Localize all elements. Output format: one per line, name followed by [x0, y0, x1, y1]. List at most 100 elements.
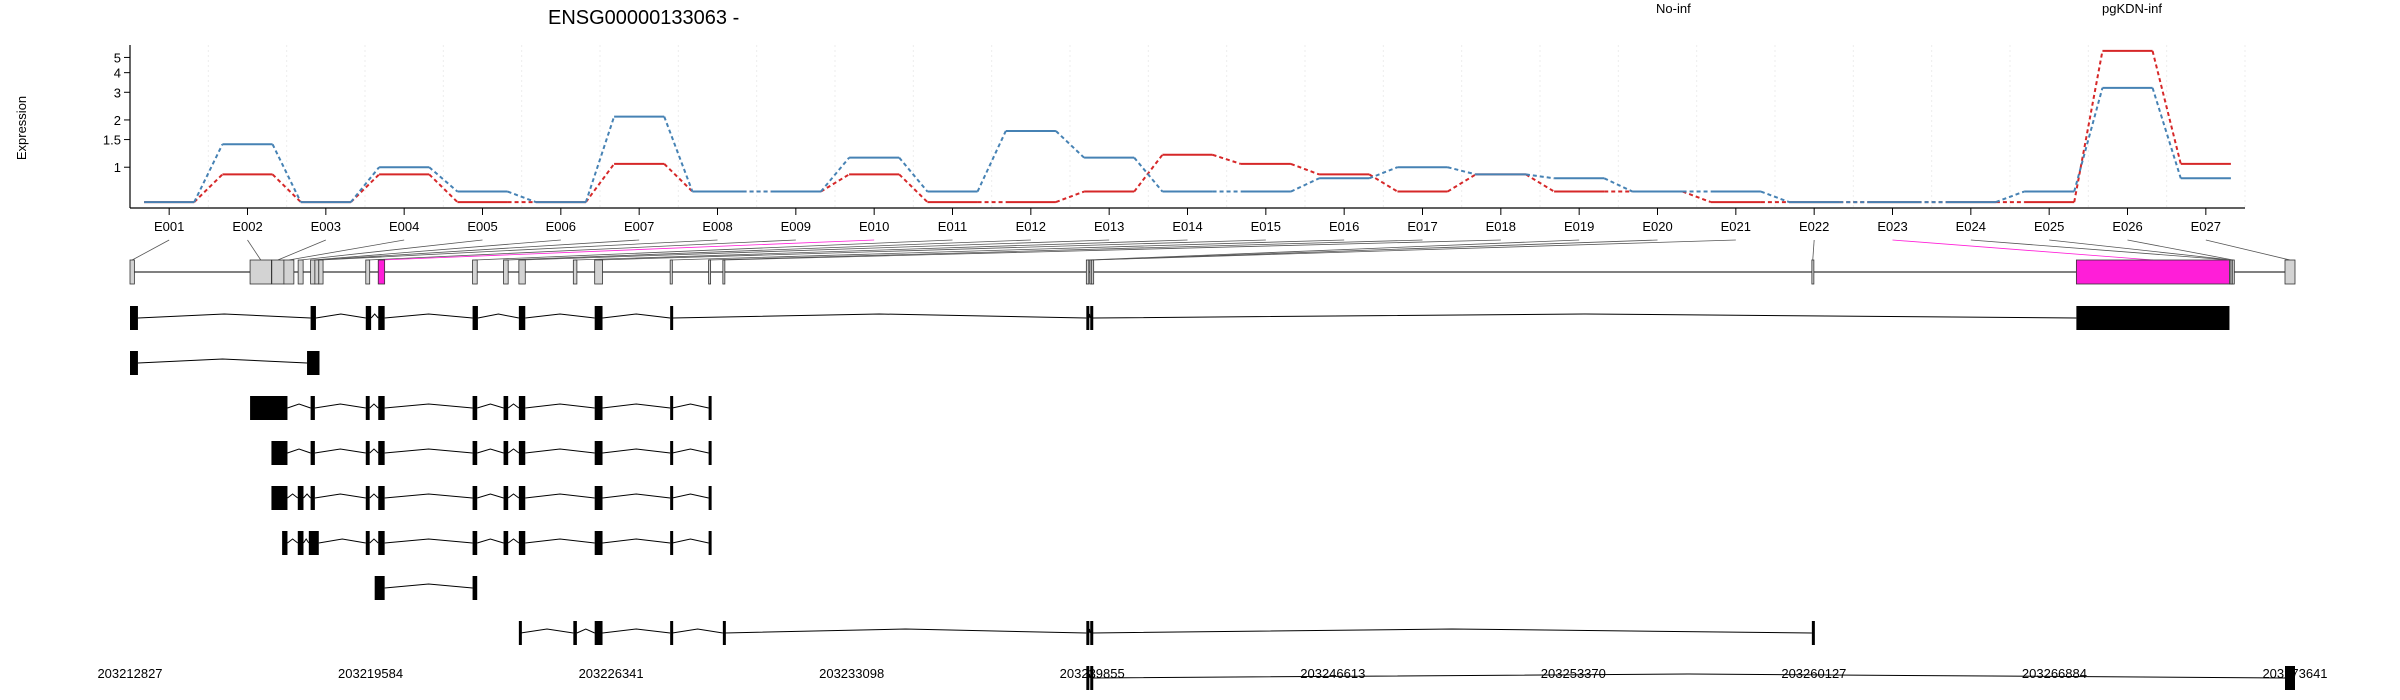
gene-model: [129, 239, 2296, 285]
exon-box: [271, 259, 285, 285]
transcript-exon: [518, 396, 526, 420]
intron-line: [477, 493, 504, 499]
exon-connector: [1970, 239, 2231, 261]
transcript-exon: [503, 486, 509, 510]
transcript-tracks: [130, 306, 2295, 690]
series-connector: [1055, 190, 1085, 204]
transcript-exon: [1090, 621, 1094, 645]
intron-line: [287, 538, 299, 544]
transcript-exon: [378, 396, 385, 420]
series-connector: [271, 173, 302, 203]
intron-line: [314, 448, 366, 454]
transcript-exon: [503, 441, 509, 465]
transcript-exon: [297, 531, 304, 555]
series-connector: [820, 157, 850, 193]
transcript-exon: [2284, 666, 2295, 690]
exon-connector: [1892, 239, 2153, 261]
intron-line: [384, 448, 473, 454]
exon-connector: [247, 239, 262, 261]
series-connector: [1682, 190, 1712, 204]
transcript-exon: [310, 306, 316, 330]
transcript-row: [250, 396, 712, 420]
intron-line: [576, 628, 595, 634]
intron-line: [384, 538, 473, 544]
exon-connector: [2049, 239, 2232, 261]
y-tick-label: 1.5: [103, 133, 121, 148]
x-tick-label: E025: [2034, 219, 2064, 234]
series-connector: [1603, 177, 1633, 193]
transcript-exon: [365, 531, 370, 555]
series-connector: [898, 157, 929, 193]
intron-line: [602, 403, 671, 409]
transcript-exon: [573, 621, 577, 645]
exon-box: [318, 259, 324, 285]
intron-line: [525, 493, 595, 499]
intron-line: [384, 403, 473, 409]
series-connector: [507, 190, 537, 204]
x-tick-label: E021: [1721, 219, 1751, 234]
transcript-exon: [670, 441, 674, 465]
intron-line: [369, 493, 379, 499]
intron-line: [318, 538, 366, 544]
transcript-exon: [594, 441, 603, 465]
exon-box: [2075, 259, 2230, 285]
transcript-exon: [307, 351, 320, 375]
intron-line: [724, 628, 1087, 634]
series-connector: [820, 173, 850, 193]
x-tick-label: E009: [781, 219, 811, 234]
intron-line: [672, 628, 723, 634]
transcript-exon: [518, 486, 526, 510]
intron-line: [525, 448, 595, 454]
x-tick-label: E014: [1172, 219, 1202, 234]
x-tick-label: E013: [1094, 219, 1124, 234]
transcript-exon: [310, 441, 315, 465]
transcript-exon: [503, 396, 509, 420]
intron-line: [1092, 673, 2285, 679]
transcript-exon: [308, 531, 319, 555]
transcript-exon: [365, 396, 370, 420]
series-connector: [1525, 173, 1555, 193]
transcript-exon: [518, 621, 522, 645]
exon-box: [377, 259, 386, 285]
exon-box: [1085, 259, 1090, 285]
series-connector: [1368, 173, 1398, 193]
transcript-exon: [297, 486, 304, 510]
intron-line: [507, 403, 520, 409]
exon-box: [249, 259, 272, 285]
transcript-exon: [670, 486, 674, 510]
transcript-exon: [250, 396, 288, 420]
intron-line: [602, 448, 671, 454]
exon-box: [722, 259, 726, 285]
coordinate-label: 203212827: [97, 666, 162, 681]
y-tick-label: 1: [114, 160, 121, 175]
transcript-row: [271, 486, 712, 510]
intron-line: [525, 403, 595, 409]
transcript-exon: [594, 621, 603, 645]
series-connector: [584, 116, 616, 203]
coordinate-label: 203246613: [1300, 666, 1365, 681]
intron-line: [507, 538, 520, 544]
transcript-exon: [1811, 621, 1815, 645]
series-connector: [1290, 177, 1320, 193]
expression-plot: 1 1.5 2 3 45 E001 E002 E003 E004 E005 E006 E007 E008…: [103, 45, 2246, 234]
transcript-exon: [378, 306, 385, 330]
transcript-exon: [670, 621, 674, 645]
intron-line: [1092, 628, 1812, 634]
intron-line: [1092, 313, 2077, 319]
intron-line: [507, 493, 520, 499]
transcript-exon: [518, 531, 526, 555]
transcript-exon: [1086, 621, 1090, 645]
series-connector: [2151, 50, 2182, 165]
x-tick-label: E026: [2112, 219, 2142, 234]
exon-connector: [1087, 239, 1580, 261]
exon-connector: [575, 239, 1188, 261]
x-tick-label: E011: [938, 219, 967, 234]
x-tick-label: E006: [546, 219, 576, 234]
exon-box: [310, 259, 316, 285]
intron-line: [602, 628, 671, 634]
series-connector: [1133, 154, 1164, 193]
y-tick-label: 5: [114, 50, 121, 65]
exon-connector: [316, 239, 640, 261]
exon-box: [503, 259, 509, 285]
intron-line: [287, 403, 311, 409]
